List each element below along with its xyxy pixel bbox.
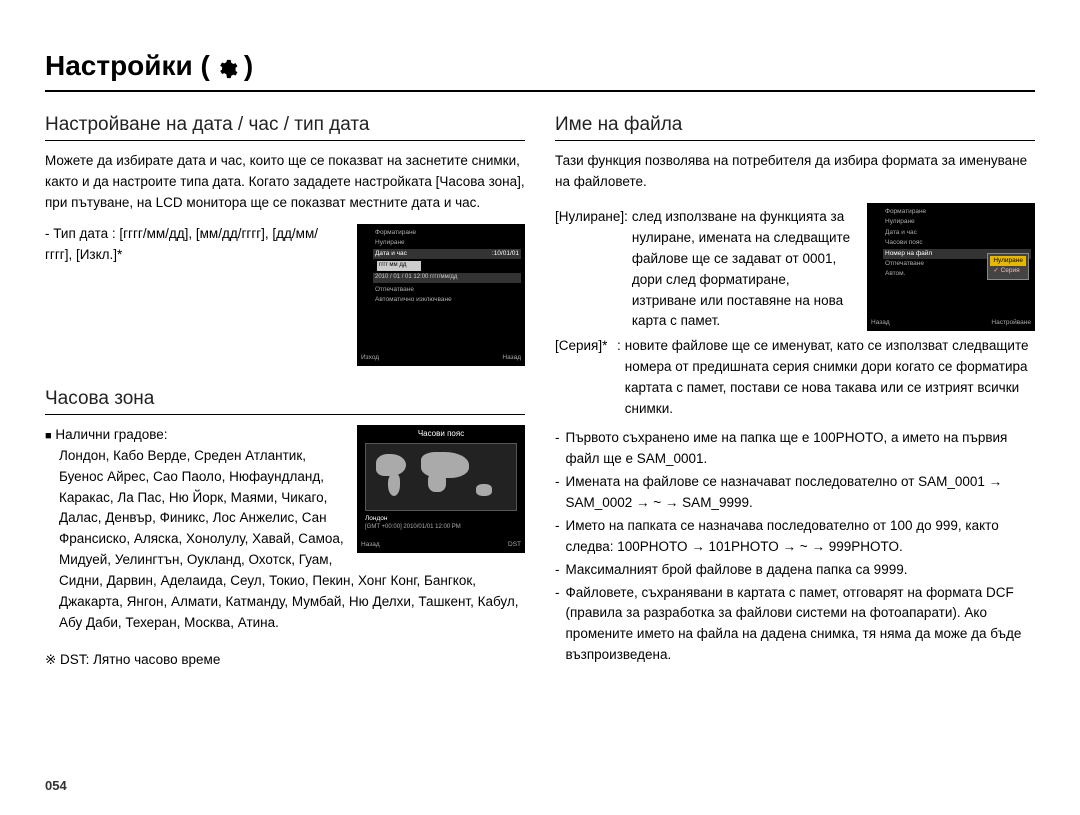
filename-bullets: -Първото съхранено име на папка ще е 100… xyxy=(555,428,1035,666)
thumb-fn-row0: Форматиране xyxy=(885,208,926,216)
series-colon: : xyxy=(617,336,621,420)
gear-icon xyxy=(216,55,238,77)
section-datetime-title: Настройване на дата / час / тип дата xyxy=(45,114,525,141)
thumb-fn-row6: Автом. xyxy=(885,270,905,278)
thumb-fn-footer-back: Назад xyxy=(871,319,890,327)
bullet-4: Максималният брой файлове в дадена папка… xyxy=(566,560,908,581)
thumb-fn-row4: Номер на файл xyxy=(885,250,932,258)
section-filename-title: Име на файла xyxy=(555,114,1035,141)
thumb-row-format: Форматиране xyxy=(375,229,416,237)
thumb-tz-city: Лондон xyxy=(361,515,521,523)
right-column: Име на файла Тази функция позволява на п… xyxy=(555,106,1035,668)
thumb-filename-popup: Нулиране ✓ Серия xyxy=(987,253,1029,280)
title-suffix: ) xyxy=(244,50,253,82)
series-body: новите файлове ще се именуват, като се и… xyxy=(625,336,1035,420)
title-prefix: Настройки ( xyxy=(45,50,210,82)
bullet-5: Файловете, съхранявани в картата с памет… xyxy=(566,583,1036,667)
thumb-row-datetime: Дата и час xyxy=(375,250,407,258)
thumb-date-val: :10/01/01 xyxy=(492,250,519,258)
world-map-icon xyxy=(365,443,517,511)
thumbnail-filename: Форматиране Нулиране Дата и час Часови п… xyxy=(867,203,1035,331)
section-timezone-title: Часова зона xyxy=(45,388,525,415)
thumb-footer-back: Назад xyxy=(502,354,521,362)
thumb-row-autooff: Автоматично изключване xyxy=(375,296,452,304)
thumb-fn-footer-set: Настройване xyxy=(991,319,1031,327)
reset-label: [Нулиране]: xyxy=(555,207,628,333)
thumbnail-datetime: Форматиране Нулиране Дата и час :10/01/01… xyxy=(357,224,525,366)
thumb-row-print: Отпечатване xyxy=(375,286,414,294)
thumbnail-timezone: Часови пояс Лондон [GMT +00:00] 2010/01/… xyxy=(357,425,525,553)
bullet-1: Първото съхранено име на папка ще е 100P… xyxy=(566,428,1036,470)
thumb-row-reset: Нулиране xyxy=(375,239,405,247)
filename-intro: Тази функция позволява на потребителя да… xyxy=(555,151,1035,193)
section-datetime-body: Можете да избирате дата и час, които ще … xyxy=(45,151,525,214)
page-title: Настройки ( ) xyxy=(45,50,1035,92)
thumb-tz-title: Часови пояс xyxy=(361,429,521,439)
thumb-fn-row2: Дата и час xyxy=(885,229,917,237)
thumb-inline-date: 2010 / 01 / 01 12:00 гггг/мм/дд xyxy=(373,273,521,283)
popup-series: ✓ Серия xyxy=(990,266,1026,276)
page-number: 054 xyxy=(45,778,67,793)
bullet-3: Името на папката се назначава последоват… xyxy=(566,516,1036,558)
type-date-label: - Тип дата : [гггг/мм/дд], [мм/дд/гггг],… xyxy=(45,224,345,266)
thumb-tz-footer-dst: DST xyxy=(508,541,521,549)
thumb-inline-fmt: гггг мм дд xyxy=(377,261,421,271)
reset-body: след използване на функцията за нулиране… xyxy=(632,207,855,333)
thumb-fn-row3: Часови пояс xyxy=(885,239,923,247)
dst-note: ※ DST: Лятно часово време xyxy=(45,652,525,668)
thumb-footer-exit: Изход xyxy=(361,354,379,362)
thumb-fn-row1: Нулиране xyxy=(885,218,915,226)
thumb-fn-row5: Отпечатване xyxy=(885,260,924,268)
bullet-2: Имената на файлове се назначават последо… xyxy=(566,472,1036,514)
left-column: Настройване на дата / час / тип дата Мож… xyxy=(45,106,525,668)
thumb-tz-footer-back: Назад xyxy=(361,541,380,549)
popup-reset: Нулиране xyxy=(990,256,1026,266)
thumb-tz-gmt: [GMT +00:00] 2010/01/01 12:00 PM xyxy=(361,524,521,532)
series-label: [Серия]* xyxy=(555,336,613,420)
